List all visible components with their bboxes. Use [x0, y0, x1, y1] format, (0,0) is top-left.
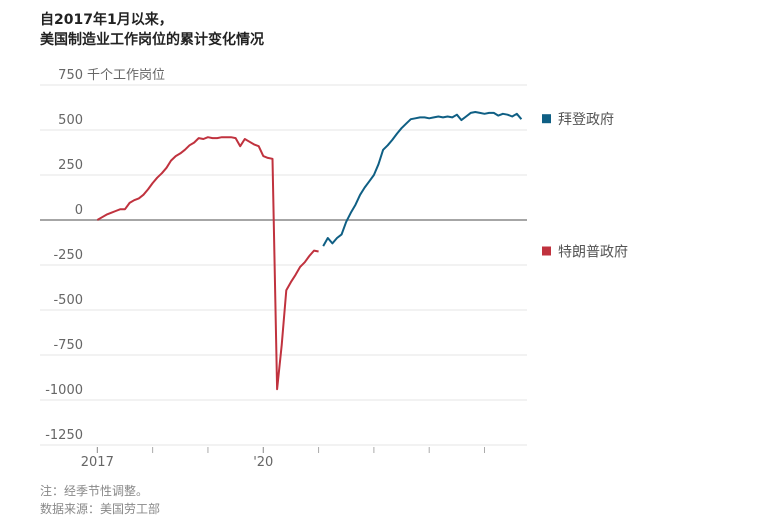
y-tick-label: -750: [53, 338, 83, 353]
series-line: [96, 136, 319, 391]
y-tick-label: 0: [75, 203, 83, 218]
y-tick-label: 250: [58, 158, 83, 173]
chart-title: 美国制造业工作岗位的累计变化情况: [40, 31, 264, 48]
y-tick-label: 500: [58, 113, 83, 128]
x-tick-label: 2017: [81, 455, 114, 470]
note: 注：经季节性调整。: [40, 483, 148, 498]
legend-swatch: [542, 114, 551, 124]
y-tick-label: -1000: [45, 383, 83, 398]
legend-swatch: [542, 246, 551, 256]
source: 数据来源：美国劳工部: [40, 501, 160, 516]
series-line: [322, 111, 523, 247]
y-tick-label: 750: [58, 68, 83, 83]
x-tick-label: '20: [253, 455, 273, 470]
legend-label: 拜登政府: [558, 112, 614, 128]
y-unit: 千个工作岗位: [87, 68, 165, 83]
chart-title: 自2017年1月以来，: [40, 11, 173, 28]
y-tick-label: -500: [53, 293, 83, 308]
y-tick-label: -250: [53, 248, 83, 263]
y-tick-label: -1250: [45, 428, 83, 443]
legend-label: 特朗普政府: [558, 245, 628, 261]
